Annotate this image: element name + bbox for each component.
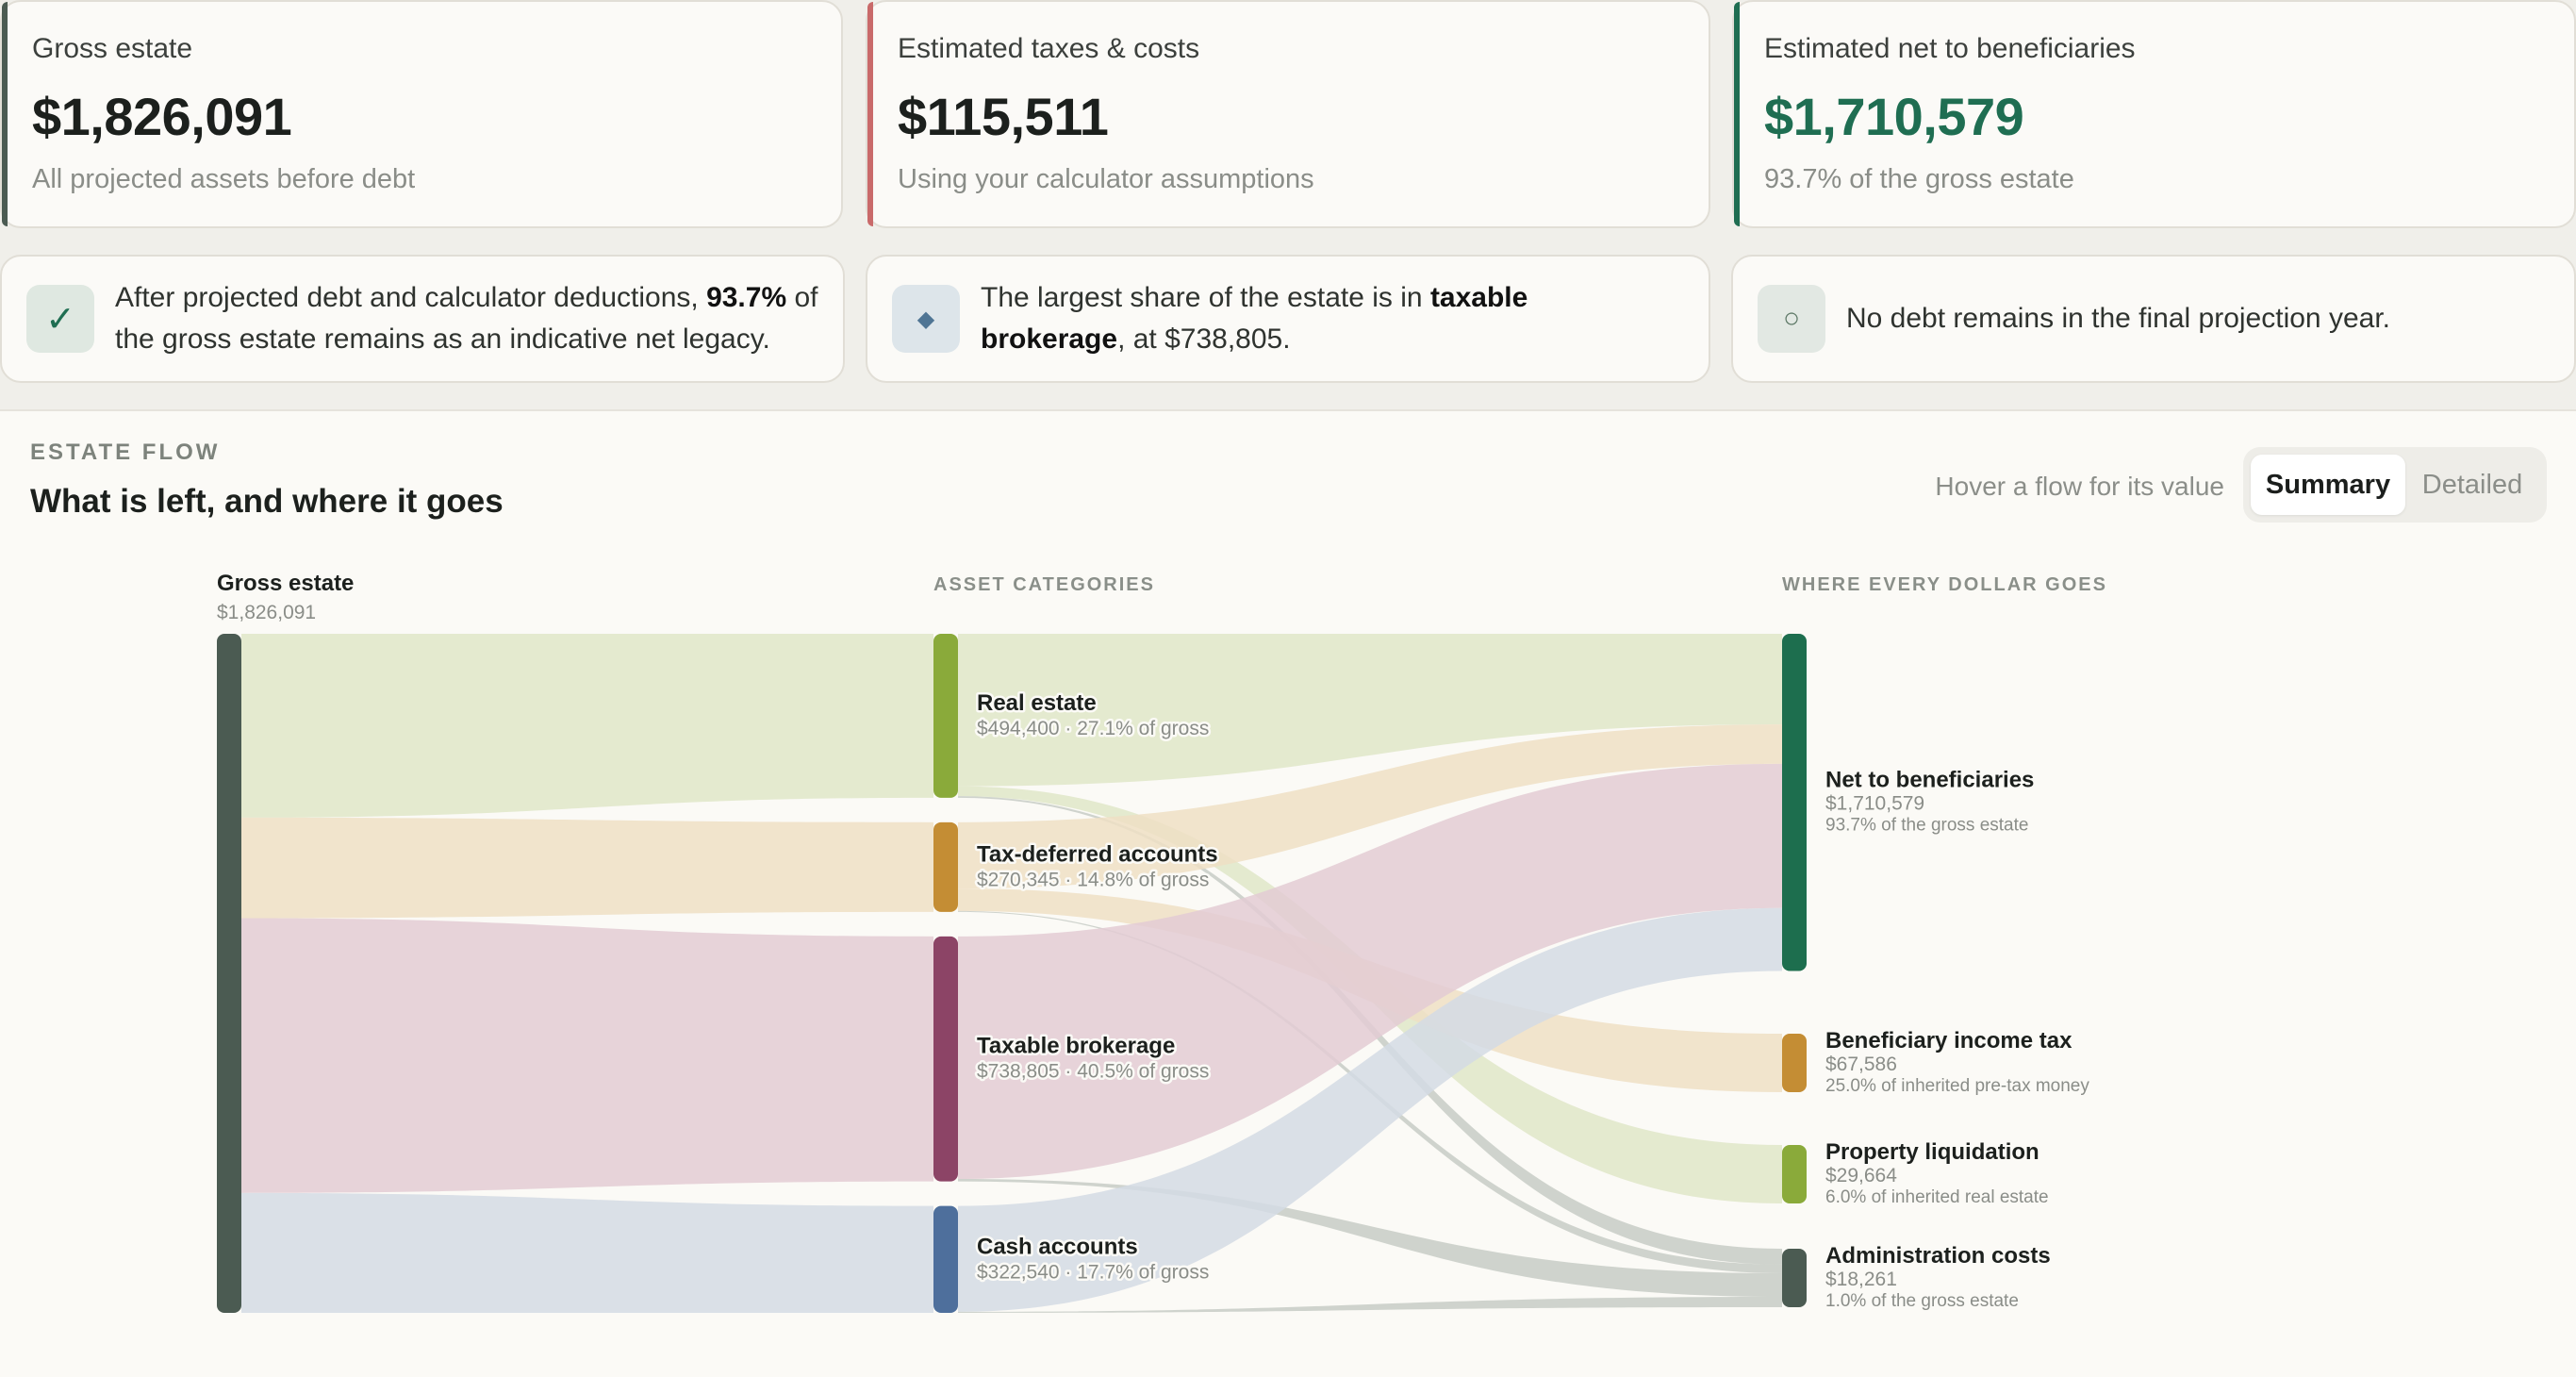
section-eyebrow: ESTATE FLOW <box>30 440 221 465</box>
category-label-real: Real estate <box>977 690 1097 716</box>
destination-note-bit: 25.0% of inherited pre-tax money <box>1825 1076 2089 1096</box>
flow-labels: Gross estate $1,826,091 ASSET CATEGORIES WH… <box>215 571 2107 1311</box>
stat-card-taxes-costs: Estimated taxes & costs $115,511 Using y… <box>866 0 1710 228</box>
insight-text: After projected debt and calculator dedu… <box>115 282 818 355</box>
stat-value: $115,511 <box>898 87 1109 146</box>
diamond-icon: ◆ <box>892 285 960 353</box>
category-detail-brok: $738,805 · 40.5% of gross <box>977 1061 1209 1083</box>
flow-cash-to-admin[interactable] <box>958 1297 1782 1313</box>
node-liq[interactable] <box>1782 1145 1807 1203</box>
destination-label-net: Net to beneficiaries <box>1825 768 2034 793</box>
summary-stats: Gross estate $1,826,091 All projected as… <box>0 0 2576 228</box>
header-destinations: WHERE EVERY DOLLAR GOES <box>1782 574 2107 595</box>
header-asset-categories: ASSET CATEGORIES <box>933 574 1155 595</box>
section-title: What is left, and where it goes <box>30 483 504 520</box>
stat-sub: All projected assets before debt <box>32 164 416 194</box>
node-admin[interactable] <box>1782 1249 1807 1307</box>
insight-no-debt: ○ No debt remains in the final projectio… <box>1731 255 2576 383</box>
node-real[interactable] <box>933 634 958 798</box>
stat-label: Estimated net to beneficiaries <box>1764 33 2136 64</box>
destination-label-bit: Beneficiary income tax <box>1825 1028 2072 1053</box>
node-net[interactable] <box>1782 634 1807 971</box>
flow-taxdef-to-net[interactable] <box>958 724 1782 889</box>
destination-value-net: $1,710,579 <box>1825 793 1924 815</box>
stat-label: Gross estate <box>32 33 193 64</box>
toggle-summary[interactable]: Summary <box>2251 455 2405 515</box>
stat-sub: 93.7% of the gross estate <box>1764 164 2074 194</box>
source-value: $1,826,091 <box>217 602 316 623</box>
flow-gross-to-taxdef[interactable] <box>241 817 933 919</box>
flow-cash-to-net[interactable] <box>958 907 1782 1312</box>
flow-gross-to-real[interactable] <box>241 634 933 818</box>
stat-accent <box>867 2 873 226</box>
flow-links <box>241 634 1782 1313</box>
flow-brok-to-net[interactable] <box>958 763 1782 1180</box>
category-label-brok: Taxable brokerage <box>977 1034 1175 1059</box>
node-cash[interactable] <box>933 1205 958 1313</box>
stat-sub: Using your calculator assumptions <box>898 164 1314 194</box>
category-detail-cash: $322,540 · 17.7% of gross <box>977 1261 1209 1283</box>
estate-flow-panel: Gross estate $1,826,091 ASSET CATEGORIES WH… <box>0 409 2576 1377</box>
destination-label-liq: Property liquidation <box>1825 1139 2039 1165</box>
category-detail-real: $494,400 · 27.1% of gross <box>977 718 1209 739</box>
flow-gross-to-brok[interactable] <box>241 918 933 1193</box>
destination-value-liq: $29,664 <box>1825 1165 1897 1186</box>
category-label-taxdef: Tax-deferred accounts <box>977 841 1218 867</box>
flow-nodes <box>217 634 1807 1313</box>
category-label-cash: Cash accounts <box>977 1234 1138 1259</box>
flow-brok-to-admin[interactable] <box>958 1179 1782 1298</box>
destination-note-liq: 6.0% of inherited real estate <box>1825 1187 2049 1207</box>
flow-real-to-net[interactable] <box>958 634 1782 787</box>
view-toggle: Summary Detailed <box>2243 447 2547 523</box>
stat-card-gross-estate: Gross estate $1,826,091 All projected as… <box>0 0 843 228</box>
node-gross-estate[interactable] <box>217 634 241 1313</box>
source-name: Gross estate <box>217 571 354 596</box>
insight-text: The largest share of the estate is in ta… <box>981 282 1528 355</box>
node-brok[interactable] <box>933 936 958 1182</box>
destination-value-bit: $67,586 <box>1825 1053 1897 1075</box>
stat-accent <box>1734 2 1740 226</box>
destination-value-admin: $18,261 <box>1825 1269 1897 1290</box>
check-icon: ✓ <box>26 285 94 353</box>
stat-accent <box>2 2 8 226</box>
destination-label-admin: Administration costs <box>1825 1243 2051 1269</box>
hover-hint: Hover a flow for its value <box>1935 472 2224 501</box>
node-taxdef[interactable] <box>933 821 958 912</box>
node-bit[interactable] <box>1782 1034 1807 1092</box>
estate-flow-sankey: Gross estate $1,826,091 ASSET CATEGORIES WH… <box>215 571 2107 1313</box>
insight-text: No debt remains in the final projection … <box>1846 303 2390 334</box>
category-detail-taxdef: $270,345 · 14.8% of gross <box>977 869 1209 890</box>
insight-largest-share: ◆ The largest share of the estate is in … <box>866 255 1710 383</box>
destination-note-admin: 1.0% of the gross estate <box>1825 1291 2019 1311</box>
insight-net-legacy: ✓ After projected debt and calculator de… <box>0 255 845 383</box>
toggle-detailed[interactable]: Detailed <box>2421 470 2523 500</box>
stat-value: $1,826,091 <box>32 87 292 146</box>
stat-label: Estimated taxes & costs <box>898 33 1200 64</box>
circle-icon: ○ <box>1758 285 1825 353</box>
flow-gross-to-cash[interactable] <box>241 1192 933 1313</box>
destination-note-net: 93.7% of the gross estate <box>1825 816 2028 836</box>
stat-value: $1,710,579 <box>1764 87 2024 146</box>
stat-card-net-beneficiaries: Estimated net to beneficiaries $1,710,57… <box>1732 0 2576 228</box>
